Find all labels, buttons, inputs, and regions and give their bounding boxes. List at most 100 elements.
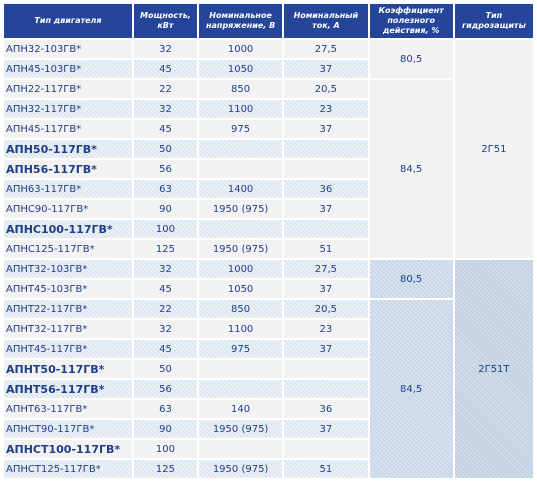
- motor-type-cell: АПН63-117ГВ*: [4, 180, 132, 198]
- table-row: АПНТ63-117ГВ* 63 140 36: [4, 400, 533, 418]
- voltage-cell: 1950 (975): [198, 460, 283, 478]
- table-row: АПН45-117ГВ* 45 975 37: [4, 120, 533, 138]
- current-cell: 20,5: [284, 300, 368, 318]
- motor-type-cell: АПНСТ100-117ГВ*: [4, 440, 132, 458]
- power-cell: 125: [133, 460, 197, 478]
- power-cell: 50: [133, 140, 197, 158]
- table-row: АПНТ50-117ГВ* 50: [4, 360, 533, 378]
- voltage-cell: 1050: [198, 60, 283, 78]
- power-cell: 63: [133, 180, 197, 198]
- header-current: Номинальный ток, А: [284, 4, 368, 38]
- voltage-cell: [198, 440, 283, 458]
- current-cell: 37: [284, 420, 368, 438]
- power-cell: 90: [133, 200, 197, 218]
- voltage-cell: 1400: [198, 180, 283, 198]
- current-cell: [284, 160, 368, 178]
- power-cell: 45: [133, 60, 197, 78]
- voltage-cell: [198, 140, 283, 158]
- motor-type-cell: АПНТ32-103ГВ*: [4, 260, 132, 278]
- motor-type-cell: АПНТ63-117ГВ*: [4, 400, 132, 418]
- motor-type-cell: АПНСТ125-117ГВ*: [4, 460, 132, 478]
- table-row: АПНСТ90-117ГВ* 90 1950 (975) 37: [4, 420, 533, 438]
- motor-type-cell: АПНТ45-103ГВ*: [4, 280, 132, 298]
- motor-type-cell: АПН32-117ГВ*: [4, 100, 132, 118]
- voltage-cell: 1000: [198, 40, 283, 58]
- header-power: Мощность, кВт: [133, 4, 197, 38]
- voltage-cell: 1000: [198, 260, 283, 278]
- power-cell: 56: [133, 380, 197, 398]
- motor-type-cell: АПН56-117ГВ*: [4, 160, 132, 178]
- power-cell: 22: [133, 80, 197, 98]
- current-cell: 51: [284, 240, 368, 258]
- efficiency-cell: 80,5: [369, 40, 453, 78]
- motor-type-cell: АПН32-103ГВ*: [4, 40, 132, 58]
- voltage-cell: 1050: [198, 280, 283, 298]
- current-cell: 37: [284, 120, 368, 138]
- power-cell: 56: [133, 160, 197, 178]
- voltage-cell: 1950 (975): [198, 200, 283, 218]
- current-cell: 51: [284, 460, 368, 478]
- table-row: АПН45-103ГВ* 45 1050 37: [4, 60, 533, 78]
- table-row: АПН32-117ГВ* 32 1100 23: [4, 100, 533, 118]
- power-cell: 45: [133, 280, 197, 298]
- current-cell: [284, 440, 368, 458]
- voltage-cell: [198, 220, 283, 238]
- table-row: АПНС90-117ГВ* 90 1950 (975) 37: [4, 200, 533, 218]
- current-cell: 37: [284, 340, 368, 358]
- current-cell: [284, 140, 368, 158]
- voltage-cell: 975: [198, 120, 283, 138]
- motor-type-cell: АПНТ32-117ГВ*: [4, 320, 132, 338]
- voltage-cell: 140: [198, 400, 283, 418]
- table-row: АПНСТ125-117ГВ* 125 1950 (975) 51: [4, 460, 533, 478]
- table-row: АПН22-117ГВ* 22 850 20,5 84,5: [4, 80, 533, 258]
- current-cell: 27,5: [284, 260, 368, 278]
- efficiency-cell: 84,5: [369, 300, 453, 478]
- table-row: АПН32-103ГВ* 32 1000 27,5 80,5 2Г51: [4, 40, 533, 258]
- motor-type-cell: АПН50-117ГВ*: [4, 140, 132, 158]
- motor-type-cell: АПНТ22-117ГВ*: [4, 300, 132, 318]
- table-row: АПН56-117ГВ* 56: [4, 160, 533, 178]
- motor-type-cell: АПН45-103ГВ*: [4, 60, 132, 78]
- power-cell: 32: [133, 320, 197, 338]
- voltage-cell: 850: [198, 300, 283, 318]
- protection-cell: 2Г51: [454, 40, 533, 258]
- voltage-cell: [198, 360, 283, 378]
- current-cell: [284, 220, 368, 238]
- power-cell: 32: [133, 40, 197, 58]
- table-row: АПНТ32-117ГВ* 32 1100 23: [4, 320, 533, 338]
- power-cell: 32: [133, 100, 197, 118]
- table-row: АПНТ56-117ГВ* 56: [4, 380, 533, 398]
- current-cell: 20,5: [284, 80, 368, 98]
- voltage-cell: 1950 (975): [198, 240, 283, 258]
- power-cell: 45: [133, 120, 197, 138]
- current-cell: 27,5: [284, 40, 368, 58]
- current-cell: 36: [284, 180, 368, 198]
- power-cell: 100: [133, 220, 197, 238]
- efficiency-cell: 80,5: [369, 260, 453, 298]
- power-cell: 45: [133, 340, 197, 358]
- voltage-cell: 1100: [198, 100, 283, 118]
- protection-cell: 2Г51Т: [454, 260, 533, 478]
- table-row: АПНСТ100-117ГВ* 100: [4, 440, 533, 458]
- motor-type-cell: АПНС100-117ГВ*: [4, 220, 132, 238]
- current-cell: 23: [284, 320, 368, 338]
- table-row: АПНС100-117ГВ* 100: [4, 220, 533, 238]
- power-cell: 125: [133, 240, 197, 258]
- table-row: АПН63-117ГВ* 63 1400 36: [4, 180, 533, 198]
- motor-type-cell: АПНТ56-117ГВ*: [4, 380, 132, 398]
- current-cell: 36: [284, 400, 368, 418]
- table-row: АПНТ22-117ГВ* 22 850 20,5 84,5: [4, 300, 533, 478]
- header-protection: Тип гидрозащиты: [454, 4, 533, 38]
- efficiency-cell: 84,5: [369, 80, 453, 258]
- current-cell: [284, 380, 368, 398]
- current-cell: 37: [284, 280, 368, 298]
- header-motor-type: Тип двигателя: [4, 4, 132, 38]
- power-cell: 100: [133, 440, 197, 458]
- table-row: АПНТ45-103ГВ* 45 1050 37: [4, 280, 533, 298]
- power-cell: 32: [133, 260, 197, 278]
- motor-type-cell: АПНТ45-117ГВ*: [4, 340, 132, 358]
- table-row: АПНТ32-103ГВ* 32 1000 27,5 80,5 2Г51Т: [4, 260, 533, 478]
- motor-type-cell: АПН22-117ГВ*: [4, 80, 132, 98]
- voltage-cell: 1950 (975): [198, 420, 283, 438]
- motor-type-cell: АПНС90-117ГВ*: [4, 200, 132, 218]
